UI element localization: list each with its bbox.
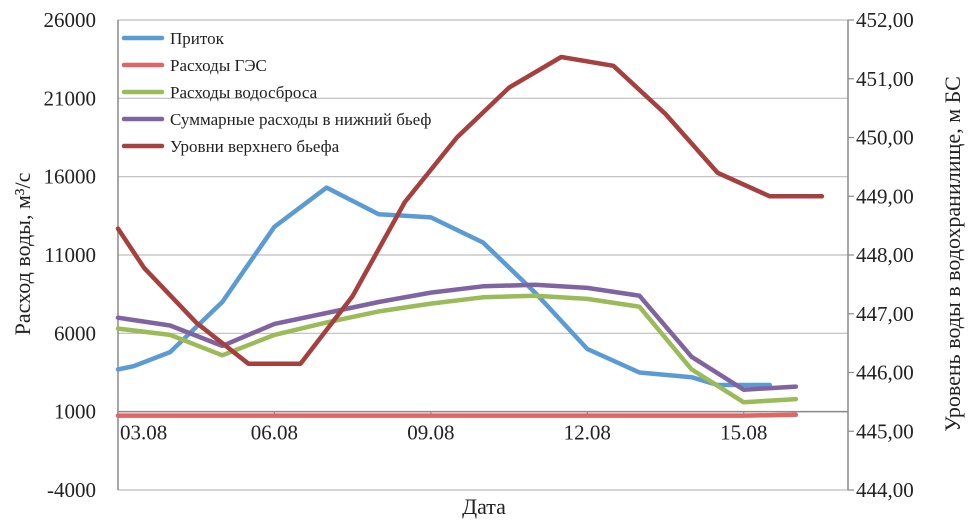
x-tick-label-4: 15.08 [720,421,767,445]
y-axis-left-title: Расход воды, м³/с [10,172,35,335]
right-tick-label-0: 452,00 [856,8,914,32]
left-tick-label-1: 21000 [44,86,97,110]
legend-label-2: Расходы водосброса [170,83,318,102]
y-axis-right-title: Уровень воды в водохранилище, м БС [940,76,965,432]
x-axis-ticks: 03.08 06.08 09.08 12.08 15.08 [120,421,767,445]
series-line-4 [115,54,825,366]
series-line-0 [115,185,773,388]
x-tick-label-2: 09.08 [407,421,454,445]
left-tick-label-5: 1000 [54,400,96,424]
series-line-2 [115,293,799,405]
left-axis-ticks: 26000 21000 16000 11000 6000 1000 -4000 [44,8,97,502]
right-tick-label-5: 447,00 [856,302,914,326]
series-line-1 [115,412,799,418]
series-line-3 [115,282,799,392]
right-tick-label-3: 449,00 [856,184,914,208]
left-tick-label-3: 11000 [44,243,96,267]
legend-label-3: Суммарные расходы в нижний бьеф [170,110,431,129]
left-tick-label-2: 16000 [44,165,97,189]
left-tick-label-6: -4000 [47,478,96,502]
right-tick-label-7: 445,00 [856,419,914,443]
right-tick-label-2: 450,00 [856,126,914,150]
legend-label-4: Уровни верхнего бьефа [170,137,340,156]
right-axis-ticks: 452,00 451,00 450,00 449,00 448,00 447,00 446,… [856,8,914,502]
right-tick-label-6: 446,00 [856,361,914,385]
x-axis-title: Дата [462,494,506,519]
legend-label-1: Расходы ГЭС [170,56,267,75]
left-tick-label-0: 26000 [44,8,97,32]
legend-label-0: Приток [170,29,225,48]
legend: Приток Расходы ГЭС Расходы водосброса Сумма… [121,29,431,156]
x-tick-label-0: 03.08 [120,421,167,445]
right-tick-label-8: 444,00 [856,478,914,502]
right-tick-label-1: 451,00 [856,67,914,91]
x-tick-label-3: 12.08 [564,421,611,445]
series-lines [115,54,825,418]
x-tick-label-1: 06.08 [251,421,298,445]
right-tick-label-4: 448,00 [856,243,914,267]
left-tick-label-4: 6000 [54,321,96,345]
